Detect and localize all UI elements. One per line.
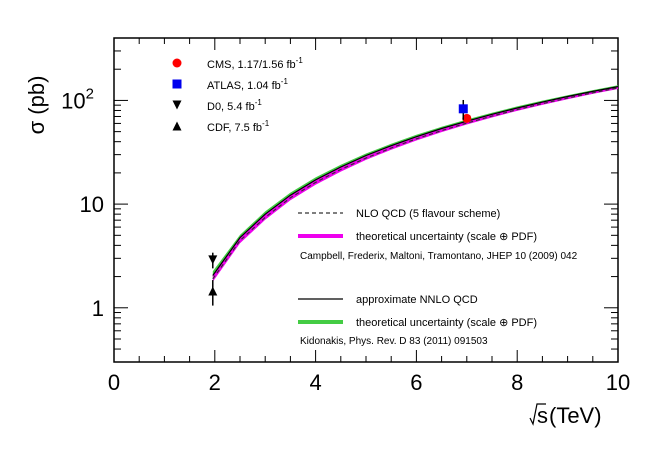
y-tick-label: 10 (80, 192, 104, 217)
legend-reference: Kidonakis, Phys. Rev. D 83 (2011) 091503 (300, 336, 488, 347)
measurement-marker (458, 104, 468, 114)
x-axis-title-unit: (TeV) (549, 403, 602, 428)
legend-label: NLO QCD (5 flavour scheme) (356, 208, 500, 220)
y-tick-label: 1 (92, 296, 104, 321)
legend-marker (172, 121, 182, 131)
legend-label: D0, 5.4 fb-1 (207, 98, 262, 113)
y-tick-label: 102 (61, 85, 94, 113)
legend-marker (172, 58, 182, 68)
legend-label: CMS, 1.17/1.56 fb-1 (207, 56, 303, 71)
measurement-marker (462, 113, 472, 123)
x-tick-label: 10 (606, 370, 630, 395)
legend-marker (172, 100, 182, 110)
plot-frame (113, 37, 619, 363)
legend-reference: Campbell, Frederix, Maltoni, Tramontano,… (300, 251, 578, 262)
axis-ticks (113, 37, 619, 363)
nlo-line (212, 87, 619, 280)
legend-marker (172, 79, 182, 89)
legend-label: theoretical uncertainty (scale ⊕ PDF) (356, 231, 537, 243)
measurement-marker (208, 286, 218, 296)
legend-label: ATLAS, 1.04 fb-1 (207, 77, 288, 92)
sqrt-symbol (529, 403, 546, 426)
y-axis-title: σ (pb) (24, 76, 49, 135)
legend-label: approximate NNLO QCD (356, 294, 478, 306)
x-tick-label: 2 (209, 370, 221, 395)
x-axis-title-root: s (537, 403, 548, 428)
legend-label: theoretical uncertainty (scale ⊕ PDF) (356, 317, 537, 329)
legend-measurements: CMS, 1.17/1.56 fb-1 ATLAS, 1.04 fb-1 D0, 5… (172, 56, 303, 134)
legend-label: CDF, 7.5 fb-1 (207, 119, 270, 134)
nnlo-band (212, 85, 619, 279)
x-tick-label: 4 (309, 370, 321, 395)
theory-curves (212, 86, 619, 280)
x-axis-title: s (TeV) (529, 403, 602, 428)
legend-theory: NLO QCD (5 flavour scheme) theoretical un… (298, 208, 578, 347)
x-tick-label: 0 (108, 370, 120, 395)
measurement-points (208, 99, 472, 306)
x-tick-label: 6 (410, 370, 422, 395)
nnlo-line (212, 86, 619, 276)
measurement-marker (208, 255, 218, 265)
axis-tick-labels: 0 2 4 6 8 10 1 10 102 (61, 85, 630, 395)
x-tick-label: 8 (511, 370, 523, 395)
